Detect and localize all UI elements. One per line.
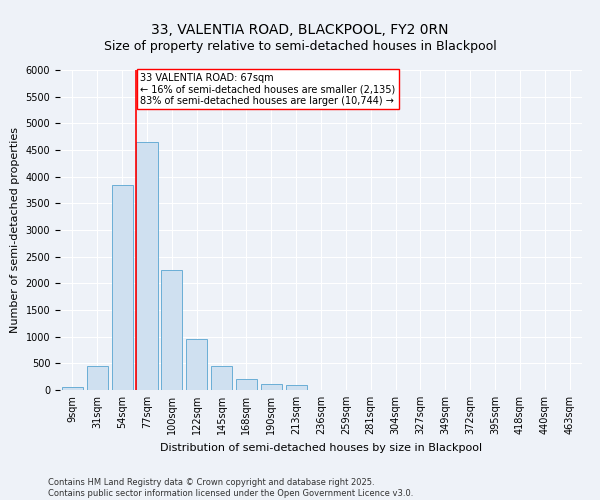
Bar <box>87 366 108 390</box>
Bar <box>186 340 207 390</box>
Text: Size of property relative to semi-detached houses in Blackpool: Size of property relative to semi-detach… <box>104 40 496 53</box>
Bar <box>136 142 158 390</box>
Text: 33 VALENTIA ROAD: 67sqm
← 16% of semi-detached houses are smaller (2,135)
83% of: 33 VALENTIA ROAD: 67sqm ← 16% of semi-de… <box>140 72 395 106</box>
Bar <box>236 380 257 390</box>
X-axis label: Distribution of semi-detached houses by size in Blackpool: Distribution of semi-detached houses by … <box>160 442 482 452</box>
Text: Contains HM Land Registry data © Crown copyright and database right 2025.
Contai: Contains HM Land Registry data © Crown c… <box>48 478 413 498</box>
Bar <box>161 270 182 390</box>
Bar <box>112 184 133 390</box>
Bar <box>62 388 83 390</box>
Text: 33, VALENTIA ROAD, BLACKPOOL, FY2 0RN: 33, VALENTIA ROAD, BLACKPOOL, FY2 0RN <box>151 22 449 36</box>
Bar <box>211 366 232 390</box>
Bar <box>286 384 307 390</box>
Bar <box>261 384 282 390</box>
Y-axis label: Number of semi-detached properties: Number of semi-detached properties <box>10 127 20 333</box>
